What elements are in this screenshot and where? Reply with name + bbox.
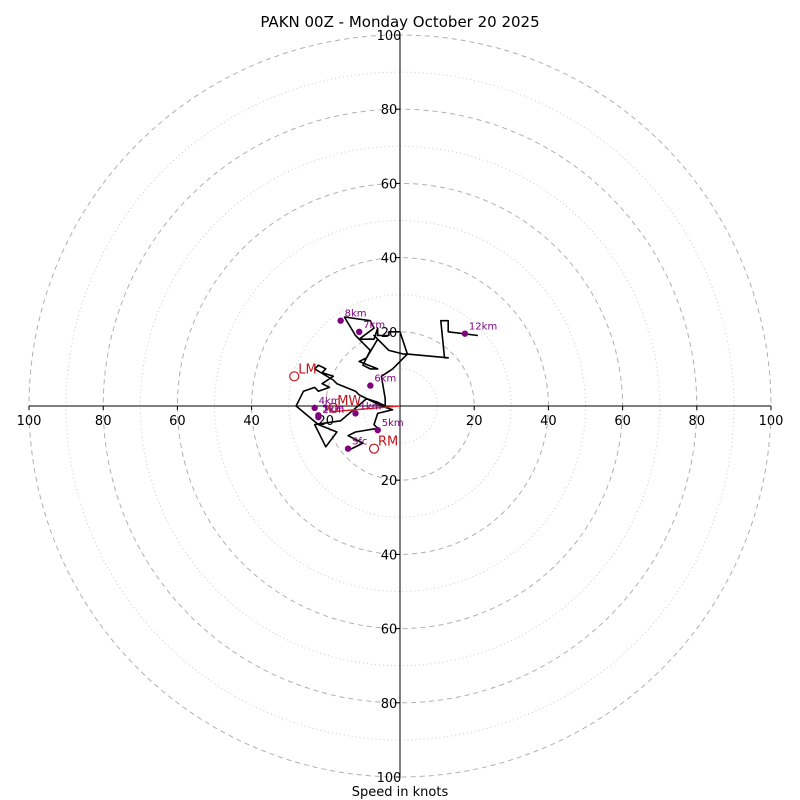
y-tick-label: 60 — [381, 623, 398, 638]
wind-trace-group — [295, 316, 478, 452]
storm-motion-marker — [368, 443, 380, 454]
storm-motion-label: RM — [378, 435, 398, 450]
y-tick-label: 100 — [377, 771, 402, 786]
height-marker-dot — [352, 410, 359, 417]
height-marker-dot — [315, 412, 322, 419]
x-tick-label: 80 — [689, 414, 706, 429]
storm-motion-markers: RM LM MW — [289, 362, 398, 454]
height-marker-dot — [344, 445, 352, 452]
height-marker-label: 8km — [345, 309, 367, 320]
x-tick-label: 60 — [169, 414, 186, 429]
height-marker-label: 12km — [469, 322, 497, 333]
chart-title: PAKN 00Z - Monday October 20 2025 — [260, 13, 539, 31]
storm-motion-marker — [328, 402, 339, 413]
height-marker-dot — [367, 382, 374, 389]
y-tick-label: 40 — [381, 548, 398, 563]
storm-motion-label: LM — [298, 362, 316, 377]
y-tick-label: 80 — [381, 103, 398, 118]
height-marker-label: Sfc — [352, 437, 367, 448]
x-tick-label: 100 — [17, 414, 42, 429]
wind-trace-line — [295, 316, 478, 452]
height-marker-label: 7km — [363, 320, 385, 331]
x-tick-label: 40 — [243, 414, 260, 429]
y-tick-label: 20 — [381, 474, 398, 489]
height-marker-label: 2km — [322, 405, 344, 416]
x-tick-label: 80 — [95, 414, 112, 429]
shear-vector-group — [333, 405, 401, 413]
height-marker-label: 6km — [374, 374, 396, 385]
x-tick-label: 60 — [614, 414, 631, 429]
height-marker-dot — [355, 328, 363, 335]
height-marker-dot — [461, 330, 469, 337]
height-marker-dot — [374, 426, 381, 434]
height-marker-dot — [311, 404, 318, 412]
height-marker-label: 3km — [322, 403, 344, 414]
storm-motion-marker — [289, 371, 300, 382]
x-axis-label: Speed in knots — [352, 785, 449, 800]
y-tick-label: 40 — [381, 252, 398, 267]
height-marker-label: 5km — [382, 418, 404, 429]
x-tick-label: 40 — [540, 414, 557, 429]
y-tick-label: 60 — [381, 177, 398, 192]
height-marker-label: 1km — [359, 401, 381, 412]
x-tick-label: 100 — [759, 414, 784, 429]
storm-motion-label: MW — [337, 394, 361, 409]
shear-vector-line — [333, 405, 401, 413]
height-marker-label: 4km — [319, 396, 341, 407]
height-marker-dot — [337, 317, 344, 324]
x-tick-label: 20 — [466, 414, 483, 429]
y-tick-label: 100 — [377, 29, 402, 44]
axis-ticks: 100 80 60 40 20 20 40 60 80 100100806040202040608… — [17, 29, 784, 786]
y-tick-label: 80 — [381, 697, 398, 712]
